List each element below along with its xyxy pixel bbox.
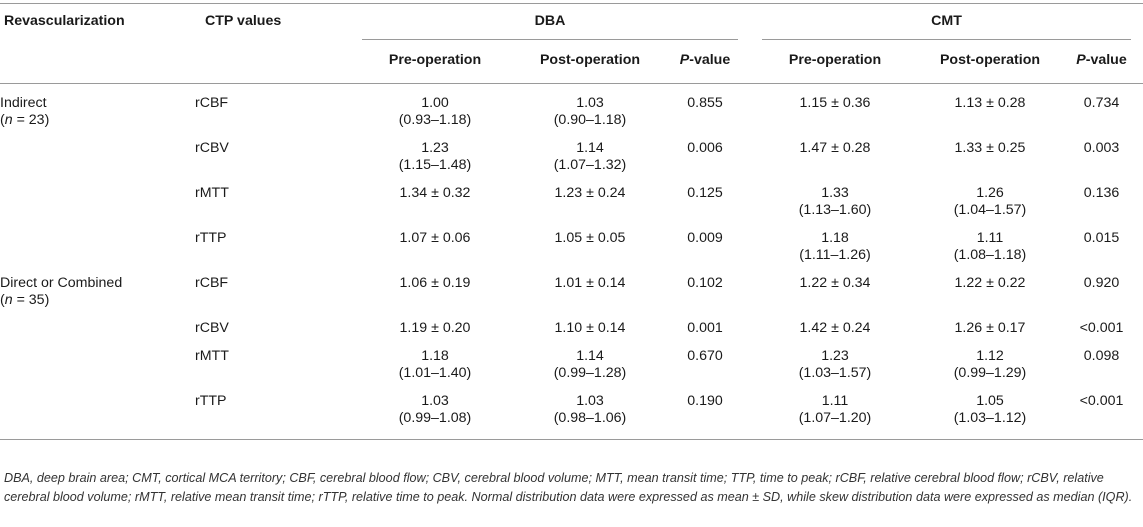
dba-pvalue-cell: 0.006 (687, 140, 723, 156)
table-row: rCBV 1.23 (1.15–1.48) 1.14 (1.07–1.32) 0.006 1… (0, 129, 1143, 174)
group-dba: DBA (350, 3, 750, 42)
group-cmt: CMT (750, 3, 1143, 42)
cmt-pre-cell: 1.23 (1.03–1.57) (798, 348, 872, 381)
revascularization-cell (0, 382, 195, 440)
dba-pvalue: P-value (660, 41, 750, 84)
table-row: Direct or Combined (n = 35) rCBF 1.06 ± 0.1… (0, 264, 1143, 309)
cmt-pre-cell: 1.22 ± 0.34 (799, 275, 871, 291)
cmt-pvalue-cell: 0.098 (1083, 348, 1120, 364)
cmt-pre-cell: 1.33 (1.13–1.60) (798, 185, 872, 218)
cmt-post-cell: 1.13 ± 0.28 (954, 95, 1026, 111)
dba-post-cell: 1.01 ± 0.14 (554, 275, 626, 291)
revascularization-cell (0, 337, 195, 382)
ctp-value-label: rCBV (195, 140, 229, 156)
revascularization-cell: Direct or Combined (n = 35) (0, 275, 123, 308)
dba-pre-cell: 1.06 ± 0.19 (399, 275, 471, 291)
dba-pre-operation: Pre-operation (350, 41, 520, 84)
col-ctp-values: CTP values (195, 3, 350, 42)
cmt-post-cell: 1.05 (1.03–1.12) (920, 382, 1060, 440)
ctp-value-label: rCBV (195, 320, 229, 336)
dba-pvalue-cell: 0.009 (687, 230, 723, 246)
cmt-pvalue-cell: 0.003 (1083, 140, 1120, 156)
dba-post-cell: 1.23 ± 0.24 (554, 185, 626, 201)
dba-pvalue-cell: 0.190 (660, 382, 750, 440)
dba-pre-cell: 1.07 ± 0.06 (399, 230, 471, 246)
ctp-value-label: rCBF (195, 95, 229, 111)
revascularization-cell: Indirect (n = 23) (0, 95, 50, 128)
header-row-2: Pre-operation Post-operation P-value Pre… (0, 41, 1143, 84)
cmt-post-cell: 1.12 (0.99–1.29) (953, 348, 1027, 381)
dba-pvalue-cell: 0.125 (687, 185, 723, 201)
dba-pvalue-cell: 0.001 (687, 320, 723, 336)
cmt-pvalue-cell: 0.920 (1083, 275, 1120, 291)
dba-pre-cell: 1.19 ± 0.20 (399, 320, 471, 336)
cmt-pvalue-cell: <0.001 (1079, 320, 1124, 336)
ctp-value-label: rTTP (195, 382, 350, 440)
ctp-value-label: rMTT (195, 348, 229, 364)
table-row: rCBV 1.19 ± 0.20 1.10 ± 0.14 0.001 1.42 ± 0.… (0, 309, 1143, 337)
revascularization-cell (0, 129, 195, 174)
table-row: rTTP 1.07 ± 0.06 1.05 ± 0.05 0.009 1.18 (1.11… (0, 219, 1143, 264)
ctp-value-label: rCBF (195, 275, 229, 291)
cmt-post-operation: Post-operation (920, 41, 1060, 84)
table-row: rTTP 1.03 (0.99–1.08) 1.03 (0.98–1.06) 0.190 1… (0, 382, 1143, 440)
dba-pvalue-cell: 0.855 (687, 95, 723, 111)
header-row-1: Revascularization CTP values DBA CMT (0, 3, 1143, 42)
cmt-pre-cell: 1.18 (1.11–1.26) (799, 230, 871, 263)
dba-post-cell: 1.14 (1.07–1.32) (553, 140, 627, 173)
dba-pvalue-cell: 0.102 (687, 275, 723, 291)
revascularization-cell (0, 174, 195, 219)
dba-pre-cell: 1.00 (0.93–1.18) (398, 95, 472, 128)
dba-post-cell: 1.03 (0.98–1.06) (520, 382, 660, 440)
dba-pvalue-cell: 0.670 (687, 348, 723, 364)
ctp-value-label: rMTT (195, 185, 229, 201)
cmt-post-cell: 1.26 (1.04–1.57) (953, 185, 1027, 218)
cmt-post-cell: 1.22 ± 0.22 (954, 275, 1026, 291)
cmt-post-cell: 1.11 (1.08–1.18) (953, 230, 1027, 263)
dba-pre-cell: 1.18 (1.01–1.40) (398, 348, 472, 381)
cmt-pre-cell: 1.11 (1.07–1.20) (750, 382, 920, 440)
cmt-post-cell: 1.26 ± 0.17 (954, 320, 1026, 336)
table-row: rMTT 1.18 (1.01–1.40) 1.14 (0.99–1.28) 0.670 1… (0, 337, 1143, 382)
dba-pre-cell: 1.03 (0.99–1.08) (350, 382, 520, 440)
cmt-pvalue-cell: 0.734 (1083, 95, 1120, 111)
cmt-pvalue-cell: 0.136 (1083, 185, 1120, 201)
dba-post-cell: 1.03 (0.90–1.18) (553, 95, 627, 128)
cmt-pvalue: P-value (1060, 41, 1143, 84)
table-row: Indirect (n = 23) rCBF 1.00 (0.93–1.18) 1.03(… (0, 84, 1143, 130)
dba-pre-cell: 1.34 ± 0.32 (399, 185, 471, 201)
results-table: Revascularization CTP values DBA CMT Pre… (0, 3, 1143, 440)
cmt-post-cell: 1.33 ± 0.25 (954, 140, 1026, 156)
cmt-pvalue-cell: 0.015 (1083, 230, 1120, 246)
cmt-pre-cell: 1.42 ± 0.24 (799, 320, 871, 336)
dba-post-cell: 1.05 ± 0.05 (554, 230, 626, 246)
cmt-pre-cell: 1.47 ± 0.28 (799, 140, 871, 156)
cmt-pre-operation: Pre-operation (750, 41, 920, 84)
dba-post-cell: 1.10 ± 0.14 (554, 320, 626, 336)
col-revascularization: Revascularization (0, 3, 195, 42)
cmt-pvalue-cell: <0.001 (1060, 382, 1143, 440)
revascularization-cell (0, 219, 195, 264)
ctp-value-label: rTTP (195, 230, 227, 246)
table-footnote: DBA, deep brain area; CMT, cortical MCA … (4, 471, 1133, 504)
dba-post-cell: 1.14 (0.99–1.28) (553, 348, 627, 381)
table-row: rMTT 1.34 ± 0.32 1.23 ± 0.24 0.125 1.33 (1.13… (0, 174, 1143, 219)
dba-pre-cell: 1.23 (1.15–1.48) (398, 140, 472, 173)
revascularization-cell (0, 309, 195, 337)
dba-post-operation: Post-operation (520, 41, 660, 84)
cmt-pre-cell: 1.15 ± 0.36 (799, 95, 871, 111)
